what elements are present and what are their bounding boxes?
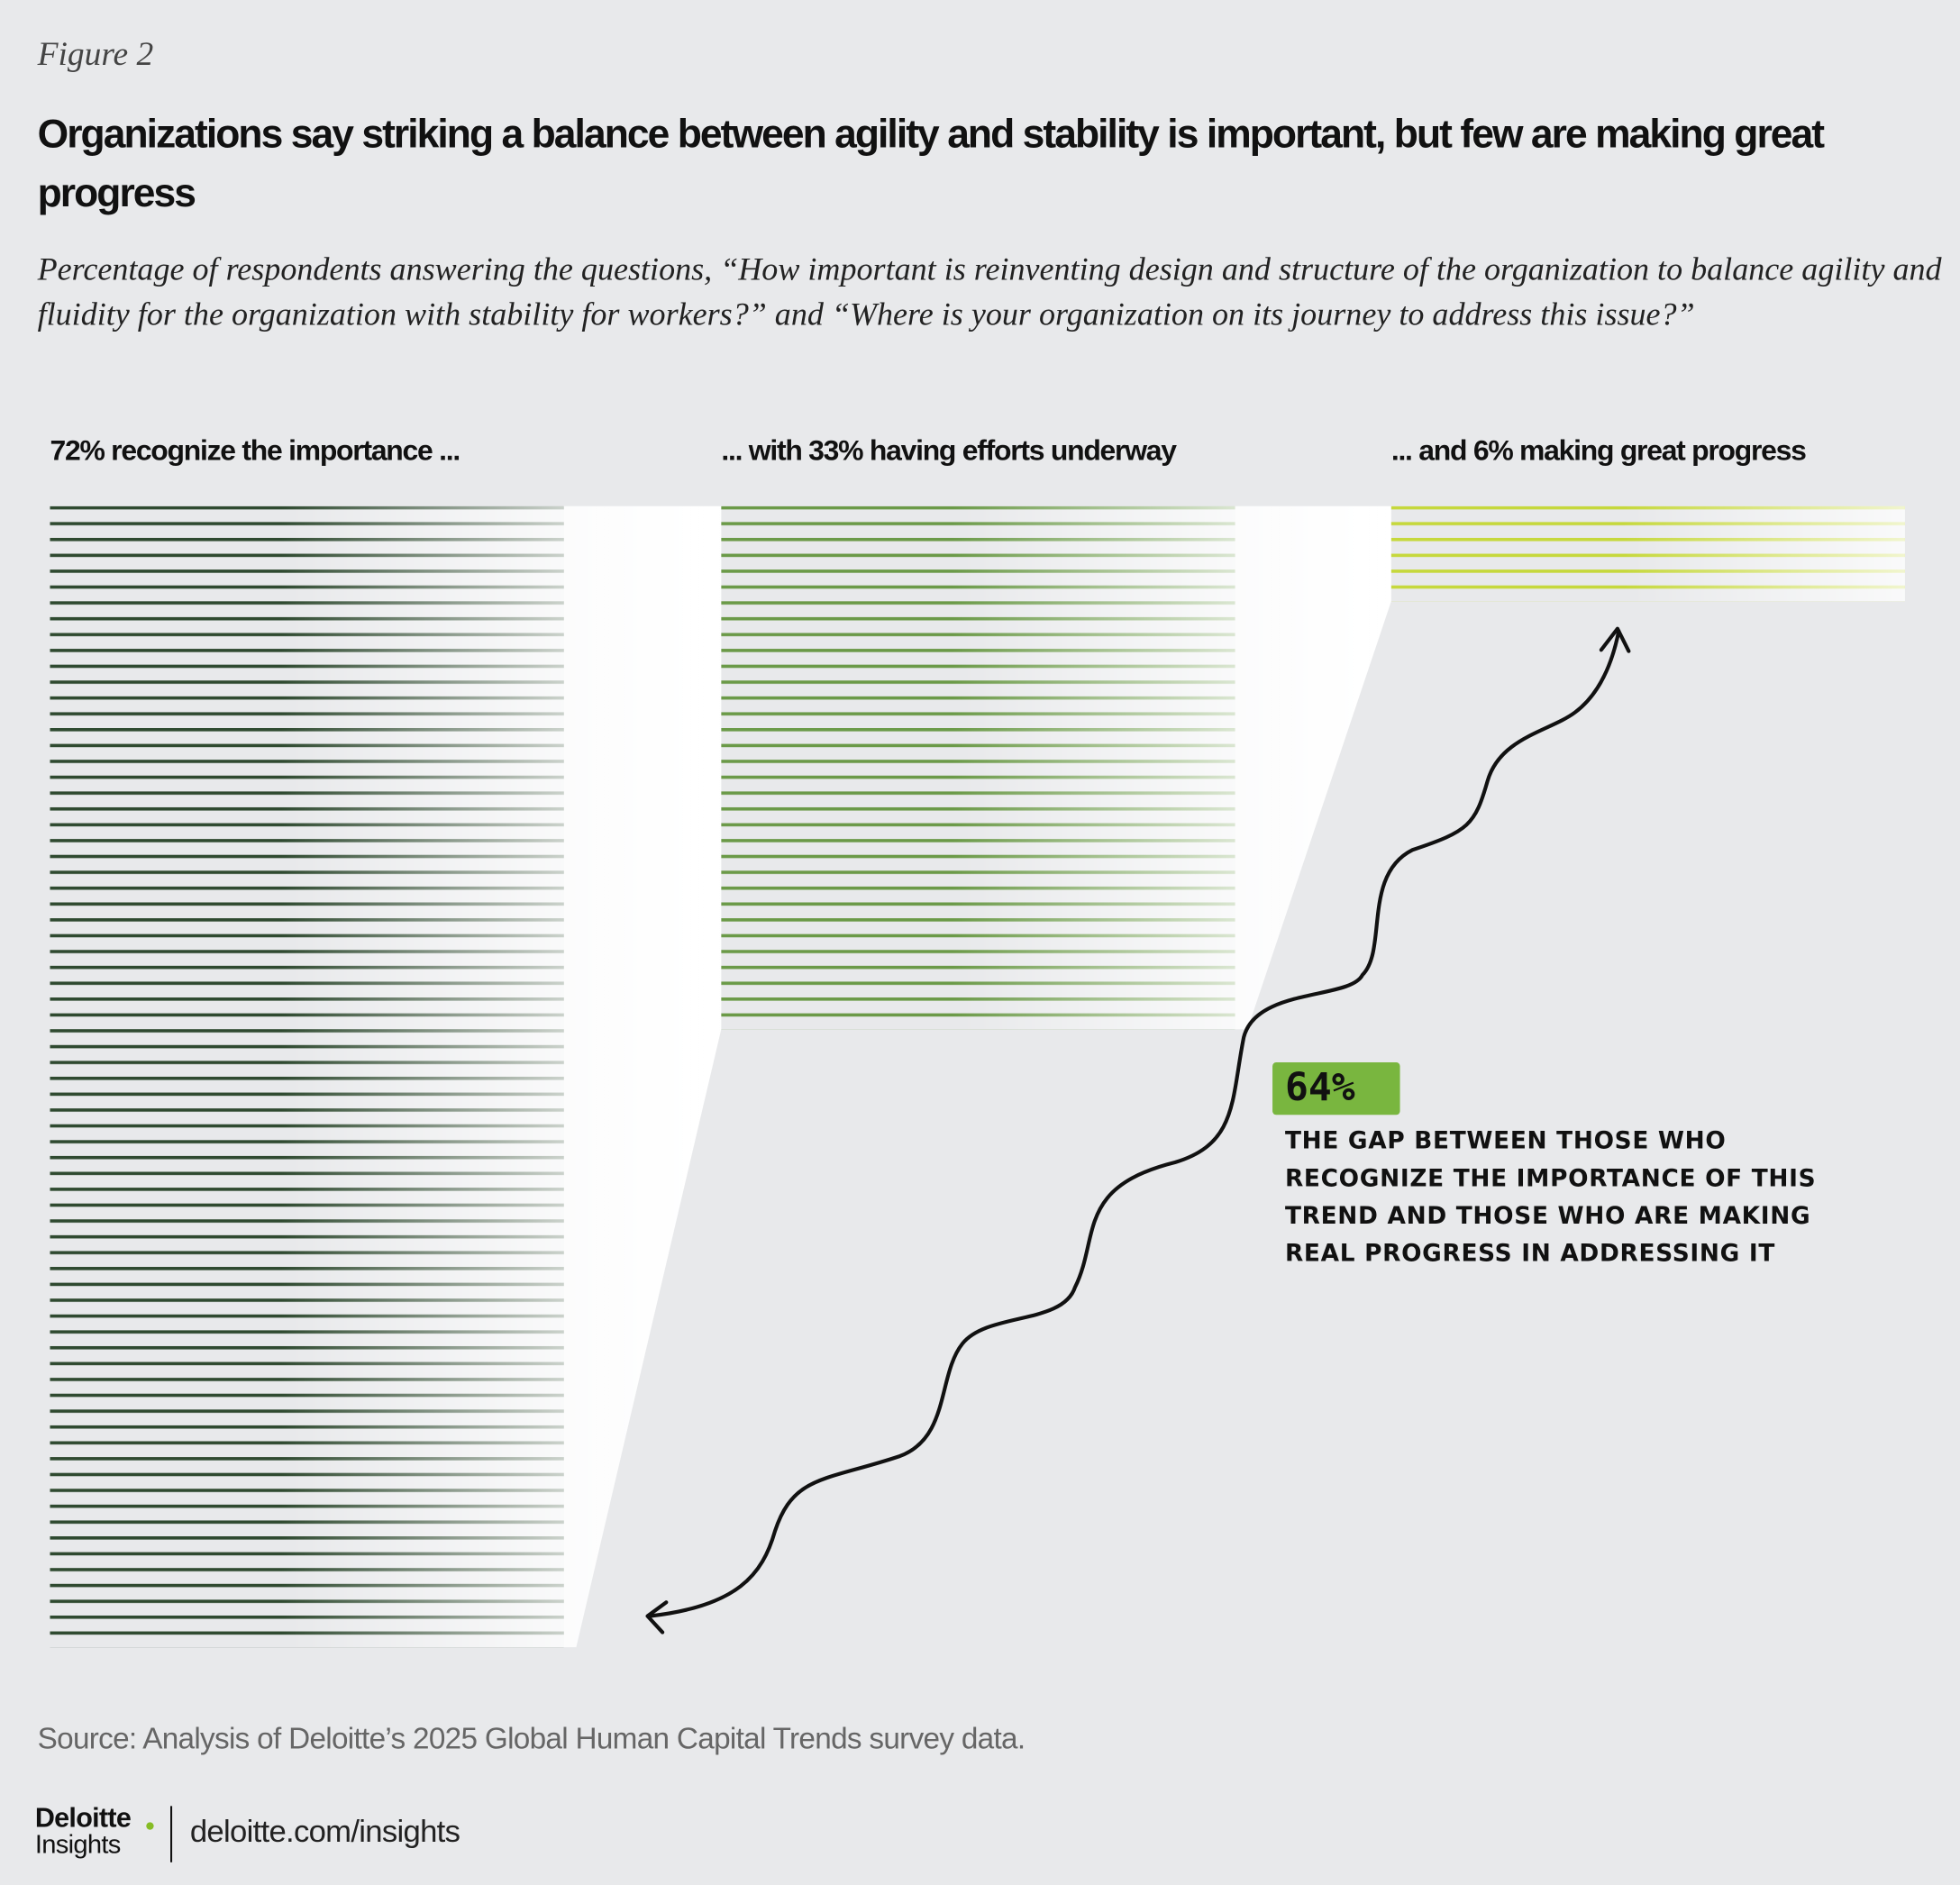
arrow-head bbox=[645, 1600, 669, 1635]
annotation-highlight bbox=[1272, 1062, 1400, 1116]
brand-sub: Insights bbox=[35, 1830, 121, 1859]
figure-label: Figure 2 bbox=[37, 34, 154, 73]
gap-arrow bbox=[648, 629, 1621, 1618]
funnel bbox=[563, 505, 722, 1648]
value-label: ... and 6% making great progress bbox=[1391, 434, 1806, 467]
brand-dot bbox=[146, 1822, 154, 1830]
arrow-head bbox=[1599, 626, 1631, 653]
bar-fade bbox=[1390, 505, 1905, 602]
source: Source: Analysis of Deloitte’s 2025 Glob… bbox=[37, 1722, 1026, 1756]
chart-title: Organizations say striking a balance bet… bbox=[37, 111, 1825, 215]
chart-subtitle: Percentage of respondents answering the … bbox=[37, 250, 1942, 332]
annotation-value: 64% bbox=[1285, 1065, 1355, 1110]
footer-url: deloitte.com/insights bbox=[190, 1815, 460, 1849]
bar-fade bbox=[721, 505, 1235, 1030]
annotation-text: THE GAP BETWEEN THOSE WHO RECOGNIZE THE … bbox=[1284, 1127, 1817, 1268]
funnel bbox=[1235, 505, 1391, 1030]
brand: Deloitte bbox=[35, 1803, 131, 1834]
value-label: ... with 33% having efforts underway bbox=[721, 434, 1177, 467]
value-label: 72% recognize the importance ... bbox=[50, 434, 459, 467]
bar-fade bbox=[50, 505, 564, 1648]
